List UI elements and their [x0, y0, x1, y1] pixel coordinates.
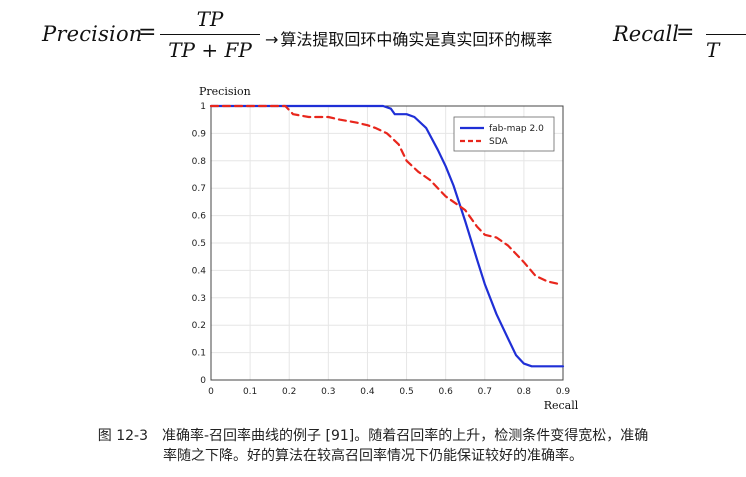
recall-fraction-bar [706, 34, 746, 35]
figure-caption-line-2: 率随之下降。好的算法在较高召回率情况下仍能保证较好的准确率。 [163, 448, 583, 464]
right-arrow-icon: → [265, 30, 279, 49]
formula-description: → 算法提取回环中确实是真实回环的概率 [265, 26, 552, 50]
formula-numerator: TP [196, 7, 224, 31]
y-tick-label: 0.5 [192, 239, 206, 249]
y-tick-label: 0.8 [192, 157, 207, 167]
legend-box [453, 116, 555, 152]
y-tick-label: 1 [200, 102, 206, 112]
x-tick-label: 0.2 [282, 387, 296, 397]
x-tick-label: 0.4 [360, 387, 375, 397]
formula-fraction: TP TP + FP [160, 6, 260, 63]
x-tick-label: 0.7 [478, 387, 492, 397]
fraction-bar [160, 34, 260, 35]
series-line-sda [209, 104, 561, 286]
plot-frame [210, 105, 564, 381]
y-tick-label: 0.3 [192, 294, 206, 304]
series-line-fab-map [209, 104, 565, 368]
y-tick-label: 0.1 [192, 349, 206, 359]
formula-recall-equals-sign: = [676, 20, 695, 45]
formula-recall-fraction: T [706, 6, 746, 63]
x-tick-label: 0.9 [556, 387, 571, 397]
formula-denominator: TP + FP [168, 38, 252, 62]
y-tick-label: 0 [200, 376, 206, 386]
y-tick-label: 0.9 [192, 129, 207, 139]
legend-label: SDA [489, 137, 508, 147]
y-tick-label: 0.7 [192, 184, 206, 194]
y-axis-label: Precision [199, 85, 251, 98]
formula-recall-label: Recall [613, 22, 679, 46]
formula-equals-sign: = [138, 20, 157, 45]
x-tick-label: 0.5 [399, 387, 413, 397]
formula-recall-denominator: T [706, 38, 720, 62]
x-tick-label: 0.3 [321, 387, 335, 397]
precision-recall-chart: 0 0.1 0.2 0.3 0.4 0.5 0.6 0.7 0.8 0.9 0 0.1 0.2 0.3 0.… [192, 85, 579, 412]
formula-header: Precision = TP TP + FP → 算法提取回环中确实是真实回环的概… [0, 0, 746, 78]
x-tick-label: 0.6 [439, 387, 454, 397]
formula-recall-numerator [706, 6, 746, 32]
y-tick-label: 0.4 [192, 266, 207, 276]
x-tick-label: 0 [208, 387, 214, 397]
formula-description-text: 算法提取回环中确实是真实回环的概率 [280, 30, 553, 49]
figure-caption-line-1: 图 12-3 准确率-召回率曲线的例子 [91]。随着召回率的上升，检测条件变得… [97, 428, 649, 444]
y-tick-label: 0.2 [192, 321, 206, 331]
x-tick-label: 0.1 [243, 387, 257, 397]
legend-label: fab-map 2.0 [489, 124, 544, 134]
x-axis-label: Recall [544, 399, 579, 412]
formula-precision-label: Precision [42, 22, 143, 46]
x-tick-label: 0.8 [517, 387, 532, 397]
y-tick-label: 0.6 [192, 212, 207, 222]
